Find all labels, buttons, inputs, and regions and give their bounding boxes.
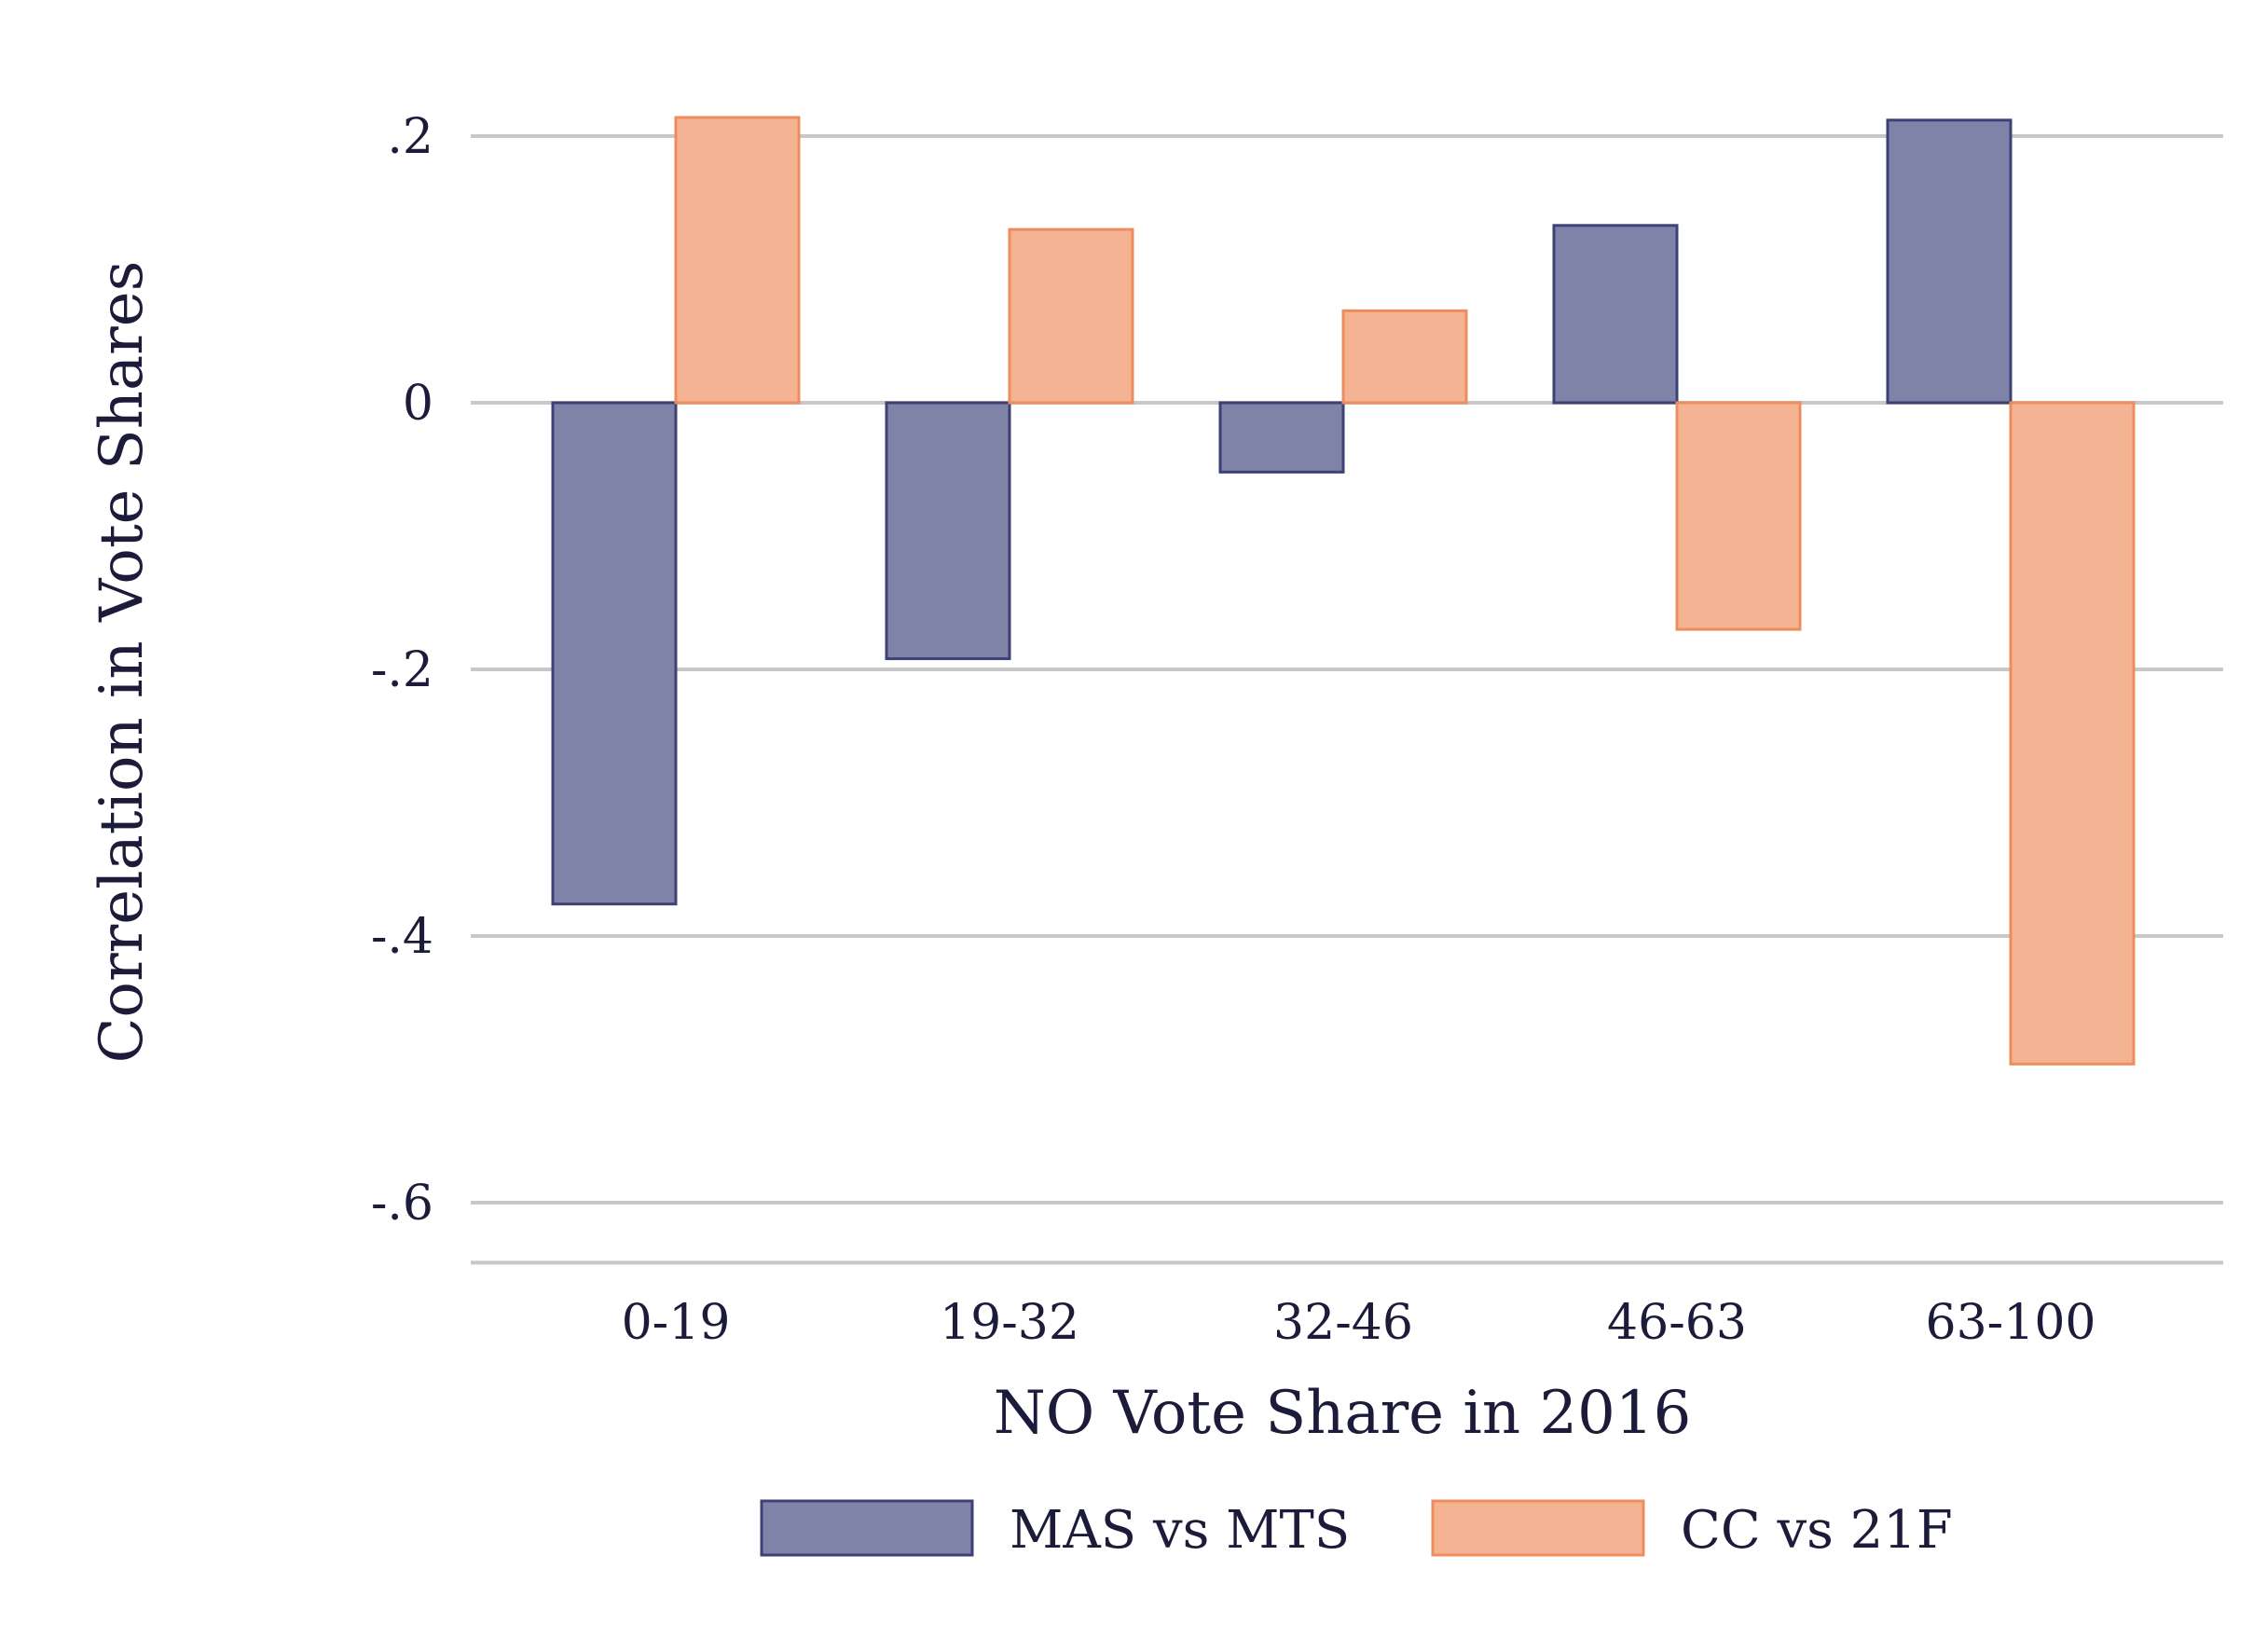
y-tick-label: -.4 <box>371 909 433 965</box>
bar-cc-vs-21f <box>1341 309 1468 405</box>
y-tick-labels: .2 0 -.2 -.4 -.6 <box>371 109 433 1232</box>
bar-cc-vs-21f <box>1675 401 1802 631</box>
bar-mas-vs-mts <box>1552 224 1679 405</box>
legend-swatch <box>760 1499 974 1557</box>
x-tick-label: 32-46 <box>1273 1295 1413 1351</box>
bar-mas-vs-mts <box>1886 118 2013 405</box>
legend-swatch <box>1431 1499 1645 1557</box>
x-tick-labels: 0-19 19-32 32-46 46-63 63-100 <box>622 1295 2096 1351</box>
bar-cc-vs-21f <box>674 116 801 405</box>
x-tick-label: 0-19 <box>622 1295 731 1351</box>
y-tick-label: 0 <box>403 376 433 432</box>
x-tick-label: 46-63 <box>1607 1295 1747 1351</box>
x-axis-title: NO Vote Share in 2016 <box>994 1379 1692 1448</box>
y-tick-label: -.6 <box>371 1176 433 1232</box>
legend-label: MAS vs MTS <box>1010 1500 1350 1561</box>
legend-label: CC vs 21F <box>1681 1500 1953 1561</box>
bar-cc-vs-21f <box>1008 227 1134 405</box>
y-axis-title: Correlation in Vote Shares <box>88 261 157 1064</box>
legend: MAS vs MTS CC vs 21F <box>760 1499 1953 1561</box>
bar-mas-vs-mts <box>551 401 678 906</box>
y-tick-label: -.2 <box>371 642 433 698</box>
bar-mas-vs-mts <box>1218 401 1345 474</box>
bar-cc-vs-21f <box>2009 401 2136 1066</box>
y-tick-label: .2 <box>387 109 433 165</box>
x-tick-label: 63-100 <box>1926 1295 2096 1351</box>
x-tick-label: 19-32 <box>940 1295 1079 1351</box>
bars <box>551 116 2136 1066</box>
bar-mas-vs-mts <box>885 401 1011 661</box>
